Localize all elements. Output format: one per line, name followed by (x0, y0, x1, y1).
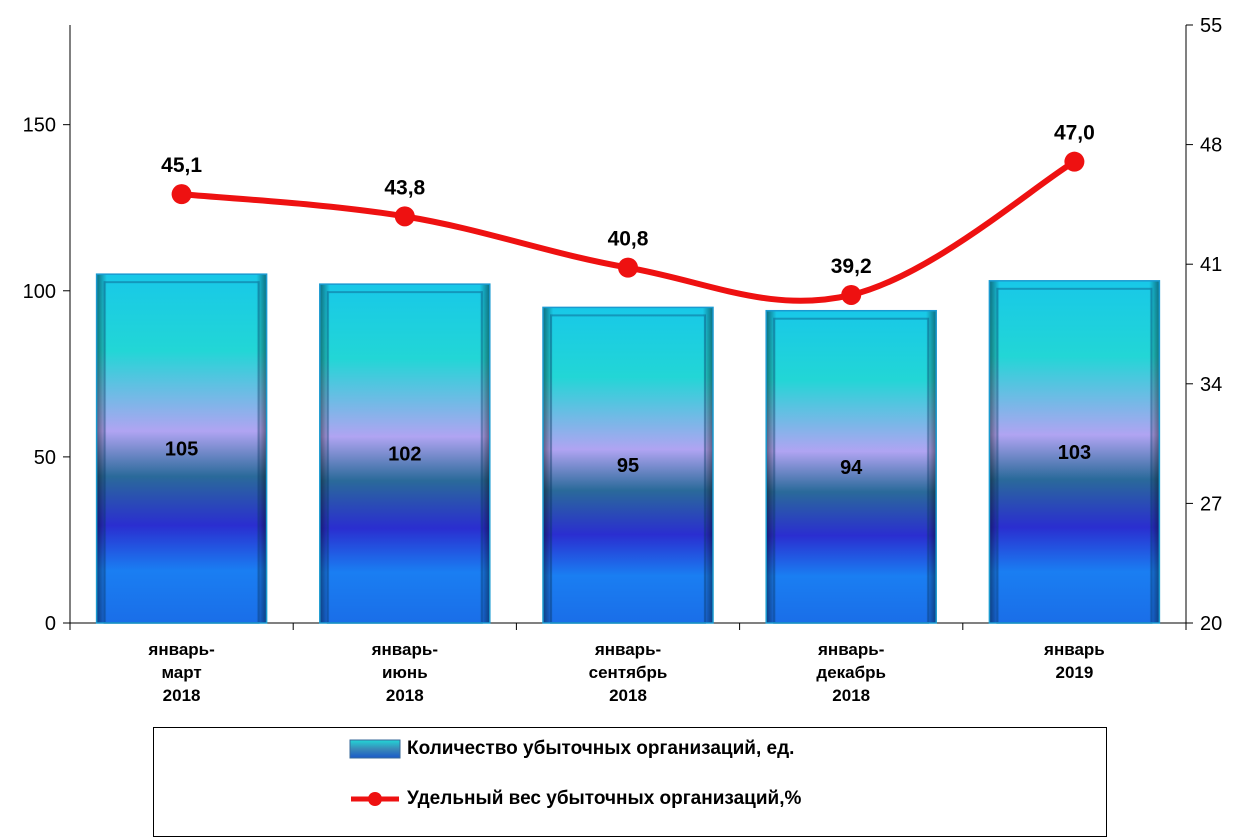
category-label-line: декабрь (816, 663, 886, 682)
category-label-line: сентябрь (589, 663, 668, 682)
legend-item-bars: Количество убыточных организаций, ед. (349, 738, 794, 760)
y-left-tick-label: 50 (34, 447, 56, 469)
category-label-line: 2019 (1055, 663, 1093, 682)
legend-item-line: Удельный вес убыточных организаций,% (349, 788, 801, 810)
category-label: январь-декабрь 2018 (816, 640, 886, 705)
y-left-tick-label: 100 (23, 281, 56, 303)
line-series: 45,1 43,8 40,8 39,2 47,0 (161, 122, 1095, 305)
category-label: январь-сентябрь 2018 (589, 640, 668, 705)
line-point (395, 206, 415, 226)
category-label-line: июнь (382, 663, 428, 682)
line-value-label: 39,2 (831, 255, 872, 278)
line-value-label: 45,1 (161, 154, 202, 177)
bar: 95 (543, 307, 713, 623)
legend-swatch-bar (349, 739, 401, 759)
legend-label-line: Удельный вес убыточных организаций,% (407, 788, 801, 810)
category-label-line: 2018 (386, 686, 424, 705)
line-value-label: 47,0 (1054, 122, 1095, 145)
category-label-line: январь (1043, 640, 1105, 659)
line-point (618, 258, 638, 278)
y-right-tick-label: 20 (1200, 613, 1222, 635)
y-left-tick-label: 0 (45, 613, 56, 635)
category-label-line: январь- (147, 640, 214, 659)
y-right-tick-label: 27 (1200, 493, 1222, 515)
category-label-line: январь- (594, 640, 661, 659)
bar-value-label: 95 (617, 455, 639, 477)
bar-value-label: 102 (388, 444, 421, 466)
category-label-line: 2018 (832, 686, 870, 705)
bar: 103 (989, 281, 1159, 623)
line-point (841, 285, 861, 305)
category-label: январь-март 2018 (147, 640, 214, 705)
category-label-line: январь- (371, 640, 438, 659)
bar-value-label: 105 (165, 439, 198, 461)
y-right-tick-label: 41 (1200, 254, 1222, 276)
category-label-line: март (161, 663, 201, 682)
y-left-tick-label: 150 (23, 115, 56, 137)
bar-value-label: 94 (840, 457, 863, 479)
bar-value-label: 103 (1058, 442, 1091, 464)
bar: 105 (97, 274, 267, 623)
y-right-tick-label: 34 (1200, 374, 1222, 396)
bars: 105 102 95 94 103 (97, 274, 1160, 623)
y-right-tick-label: 55 (1200, 15, 1222, 37)
y-right-tick-label: 48 (1200, 135, 1222, 157)
category-label: январь 2019 (1043, 640, 1105, 682)
legend-label-bars: Количество убыточных организаций, ед. (407, 738, 794, 760)
line-value-label: 40,8 (608, 228, 649, 251)
legend-swatch-line (349, 789, 401, 809)
line-value-label: 43,8 (384, 176, 425, 199)
category-label-line: январь- (817, 640, 884, 659)
category-label-line: 2018 (609, 686, 647, 705)
category-label: январь-июнь 2018 (371, 640, 438, 705)
category-label-line: 2018 (163, 686, 201, 705)
bar: 94 (766, 311, 936, 623)
line-point (1064, 152, 1084, 172)
line-point (172, 184, 192, 204)
bar: 102 (320, 284, 490, 623)
